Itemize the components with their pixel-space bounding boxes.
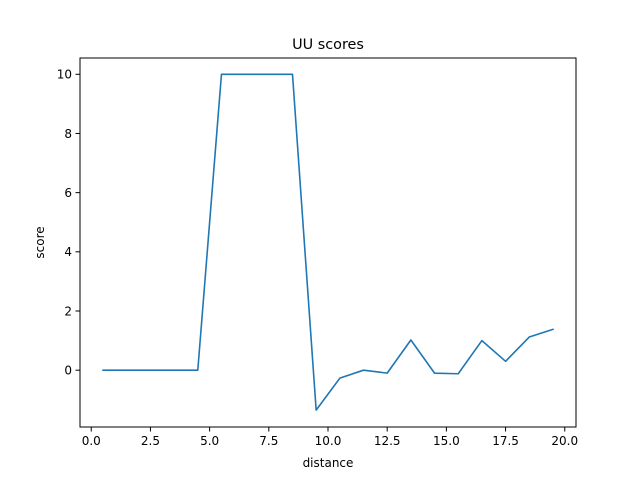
x-tick-label: 15.0 [433, 434, 460, 448]
x-tick-label: 20.0 [551, 434, 578, 448]
x-tick-label: 0.0 [82, 434, 101, 448]
x-tick-label: 5.0 [200, 434, 219, 448]
axes-frame [79, 57, 577, 428]
x-axis-label: distance [303, 456, 354, 470]
y-tick-label: 2 [64, 304, 72, 318]
x-tick-label: 12.5 [374, 434, 401, 448]
x-tick-label: 2.5 [141, 434, 160, 448]
y-tick-label: 6 [64, 186, 72, 200]
chart-title: UU scores [292, 37, 364, 53]
x-tick-label: 10.0 [315, 434, 342, 448]
y-tick-label: 4 [64, 245, 72, 259]
y-tick-label: 8 [64, 127, 72, 141]
y-tick-label: 10 [57, 68, 72, 82]
plot-area [102, 73, 554, 411]
x-axis: 0.0 2.5 5.0 7.5 10.0 12.5 15.0 17.5 20.0 [82, 427, 578, 448]
series-line [102, 73, 554, 411]
x-tick-label: 7.5 [259, 434, 278, 448]
x-tick-label: 17.5 [492, 434, 519, 448]
y-tick-label: 0 [64, 363, 72, 377]
y-axis: 0 2 4 6 8 10 [57, 68, 80, 377]
y-axis-label: score [33, 226, 47, 258]
